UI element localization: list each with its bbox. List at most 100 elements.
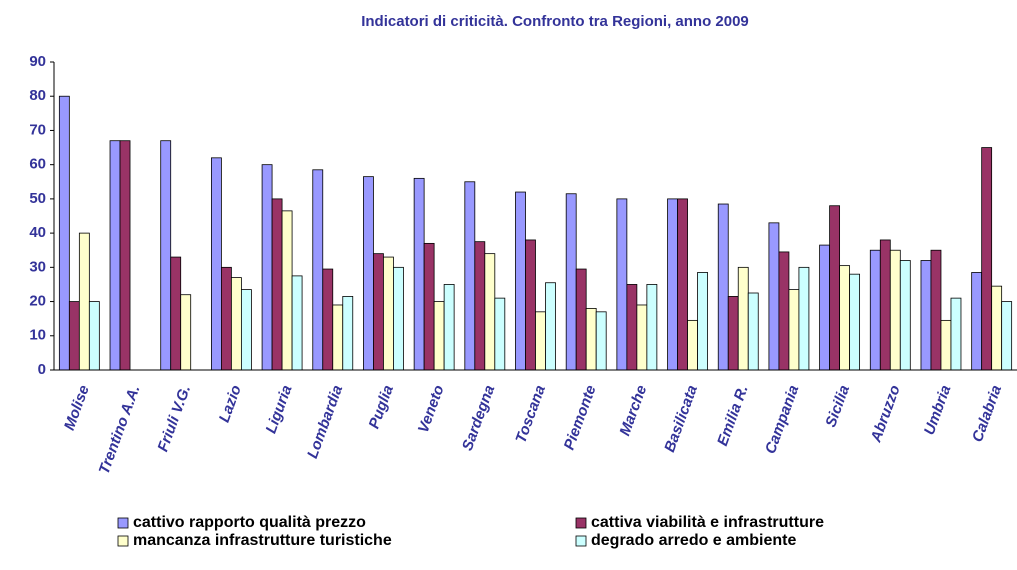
bar bbox=[920, 260, 932, 371]
y-tick-label: 10 bbox=[29, 327, 46, 344]
bar bbox=[373, 253, 384, 371]
x-tick-label: Abruzzo bbox=[867, 383, 904, 445]
bar bbox=[78, 232, 90, 371]
bar bbox=[636, 304, 648, 371]
bar bbox=[697, 272, 708, 371]
bar bbox=[545, 282, 556, 371]
bar bbox=[991, 285, 1003, 371]
bar bbox=[899, 260, 911, 371]
bar bbox=[58, 95, 70, 371]
bar bbox=[839, 265, 851, 371]
bar bbox=[443, 284, 455, 371]
bar bbox=[778, 251, 790, 371]
x-tick-label: Calabria bbox=[969, 383, 1005, 444]
bar bbox=[464, 181, 476, 371]
bar bbox=[575, 268, 587, 371]
y-tick-label: 40 bbox=[29, 224, 46, 241]
bar bbox=[717, 203, 729, 371]
bar bbox=[261, 164, 273, 371]
x-tick-label: Sardegna bbox=[459, 383, 498, 453]
bar bbox=[981, 147, 993, 371]
bar bbox=[646, 284, 658, 371]
x-tick-label: Toscana bbox=[512, 383, 549, 445]
y-tick-label: 20 bbox=[29, 293, 46, 310]
bar bbox=[383, 256, 394, 371]
y-tick-label: 70 bbox=[29, 121, 46, 138]
bar bbox=[626, 284, 638, 371]
bar bbox=[930, 249, 942, 371]
bar bbox=[322, 268, 334, 371]
bar bbox=[950, 297, 962, 371]
bar bbox=[879, 239, 891, 371]
x-tick-label: Umbria bbox=[921, 383, 955, 437]
x-tick-label: Friuli V.G. bbox=[154, 383, 194, 454]
legend-label: mancanza infrastrutture turistiche bbox=[133, 532, 392, 549]
legend-label: cattiva viabilità e infrastrutture bbox=[591, 514, 824, 531]
bar bbox=[667, 198, 678, 371]
bar bbox=[342, 296, 354, 371]
x-tick-label: Trentino A.A. bbox=[96, 383, 144, 477]
y-tick-label: 0 bbox=[38, 361, 46, 378]
bar bbox=[494, 297, 506, 371]
legend-label: cattivo rapporto qualità prezzo bbox=[133, 514, 366, 531]
bar bbox=[484, 253, 496, 371]
bar bbox=[180, 294, 192, 371]
bar bbox=[849, 273, 861, 371]
bar bbox=[788, 289, 800, 371]
legend-label: degrado arredo e ambiente bbox=[591, 532, 796, 549]
bar bbox=[170, 256, 182, 371]
x-tick-label: Liguria bbox=[262, 383, 295, 436]
bar bbox=[88, 301, 100, 371]
bar bbox=[869, 249, 881, 371]
legend-swatch bbox=[575, 517, 587, 529]
bar bbox=[119, 140, 131, 371]
bar bbox=[525, 239, 536, 371]
bar bbox=[677, 198, 688, 371]
bar bbox=[312, 169, 324, 371]
x-tick-label: Puglia bbox=[366, 383, 397, 431]
bar bbox=[727, 296, 739, 371]
bar bbox=[971, 272, 983, 371]
y-tick-label: 50 bbox=[29, 190, 46, 207]
bar bbox=[393, 266, 404, 371]
bar bbox=[433, 301, 445, 371]
bar bbox=[413, 177, 425, 371]
bar bbox=[271, 198, 283, 371]
x-tick-label: Lombardia bbox=[304, 383, 346, 461]
x-tick-label: Emilia R. bbox=[714, 383, 752, 448]
x-tick-label: Veneto bbox=[415, 383, 448, 435]
x-tick-label: Piemonte bbox=[561, 383, 600, 452]
y-tick-label: 60 bbox=[29, 156, 46, 173]
bar bbox=[616, 198, 628, 371]
chart-title: Indicatori di criticità. Confronto tra R… bbox=[361, 13, 749, 30]
bar bbox=[595, 311, 607, 371]
bar bbox=[819, 244, 831, 371]
bar bbox=[109, 140, 121, 371]
legend-swatch bbox=[575, 535, 587, 547]
bar bbox=[423, 242, 435, 371]
bar bbox=[240, 289, 252, 371]
y-tick-label: 90 bbox=[29, 53, 46, 70]
x-tick-label: Campania bbox=[762, 383, 802, 456]
y-tick-label: 30 bbox=[29, 258, 46, 275]
y-tick-label: 80 bbox=[29, 87, 46, 104]
bar bbox=[535, 311, 546, 371]
legend-swatch bbox=[117, 517, 129, 529]
bar bbox=[829, 205, 841, 371]
bar bbox=[940, 319, 952, 371]
bar bbox=[687, 319, 698, 371]
legend-swatch bbox=[117, 535, 129, 547]
bar bbox=[747, 292, 759, 371]
bar bbox=[363, 176, 374, 371]
bar bbox=[565, 193, 577, 371]
x-tick-label: Sicilia bbox=[822, 383, 853, 430]
bar bbox=[220, 266, 232, 371]
x-tick-label: Molise bbox=[61, 383, 93, 433]
bar bbox=[798, 266, 810, 371]
bar bbox=[230, 277, 242, 371]
bar bbox=[768, 222, 780, 371]
bar bbox=[160, 140, 172, 371]
bar bbox=[291, 275, 303, 371]
bar bbox=[585, 307, 597, 371]
